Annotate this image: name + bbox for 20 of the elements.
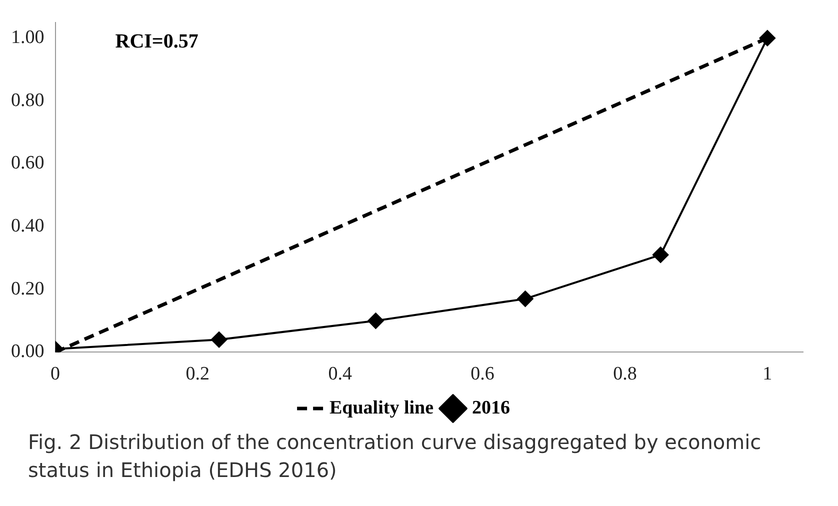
point [211,332,228,348]
x-tick-label: 0.2 [186,364,210,385]
legend-label: 2016 [472,397,510,418]
x-tick-label: 1 [762,364,772,385]
x-tick-label: 0 [50,364,60,385]
y-tick-label: 0.80 [11,90,44,111]
x-tick-label: 0.6 [470,364,494,385]
y-tick-label: 1.00 [11,27,44,48]
x-tick-label: 0.8 [613,364,637,385]
caption: Fig. 2 Distribution of the concentration curve disaggregated by economic status in Ethiopia (EDHS 2016) [28,429,762,484]
annotation: RCI=0.57 [115,30,198,53]
x-tick-label: 0.4 [328,364,352,385]
y-tick-label: 0.60 [11,152,44,174]
y-tick-label: 0.20 [11,278,44,300]
point [368,312,384,329]
point [652,246,669,263]
y-tick-label: 0.00 [11,341,44,362]
legend-label: Equality line [330,397,434,418]
point [517,290,534,307]
y-tick-label: 0.40 [11,216,44,237]
